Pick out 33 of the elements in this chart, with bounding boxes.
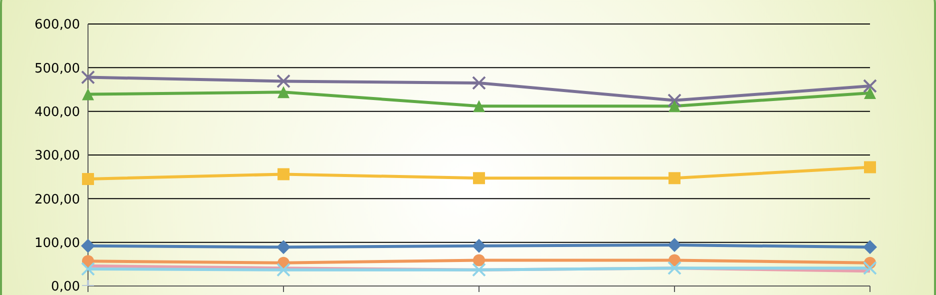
point (668, 261, 682, 276)
point (82, 173, 94, 186)
point (81, 70, 95, 84)
point (668, 172, 680, 184)
point (668, 100, 680, 112)
point (278, 168, 290, 180)
y-tick-label: 0,00 (51, 280, 80, 295)
y-tick-label: 100,00 (34, 236, 80, 251)
point (668, 238, 682, 252)
point (473, 100, 485, 112)
point (472, 238, 486, 253)
point (473, 254, 485, 266)
y-tick-label: 500,00 (34, 61, 80, 76)
point (863, 79, 877, 94)
y-tick-label: 300,00 (34, 148, 80, 164)
point (863, 261, 877, 276)
point (472, 262, 486, 277)
point (473, 172, 485, 184)
point (864, 161, 876, 174)
point (81, 262, 95, 276)
y-tick-label: 200,00 (34, 192, 80, 208)
y-tick-label: 400,00 (34, 104, 80, 120)
point (276, 240, 290, 254)
point (863, 240, 877, 254)
y-tick-label: 600,00 (34, 18, 80, 33)
point (278, 86, 290, 98)
point (864, 86, 876, 99)
point (472, 76, 486, 90)
point (81, 238, 95, 253)
point (82, 88, 94, 100)
point (276, 262, 290, 277)
point (276, 74, 290, 88)
point (668, 93, 682, 108)
